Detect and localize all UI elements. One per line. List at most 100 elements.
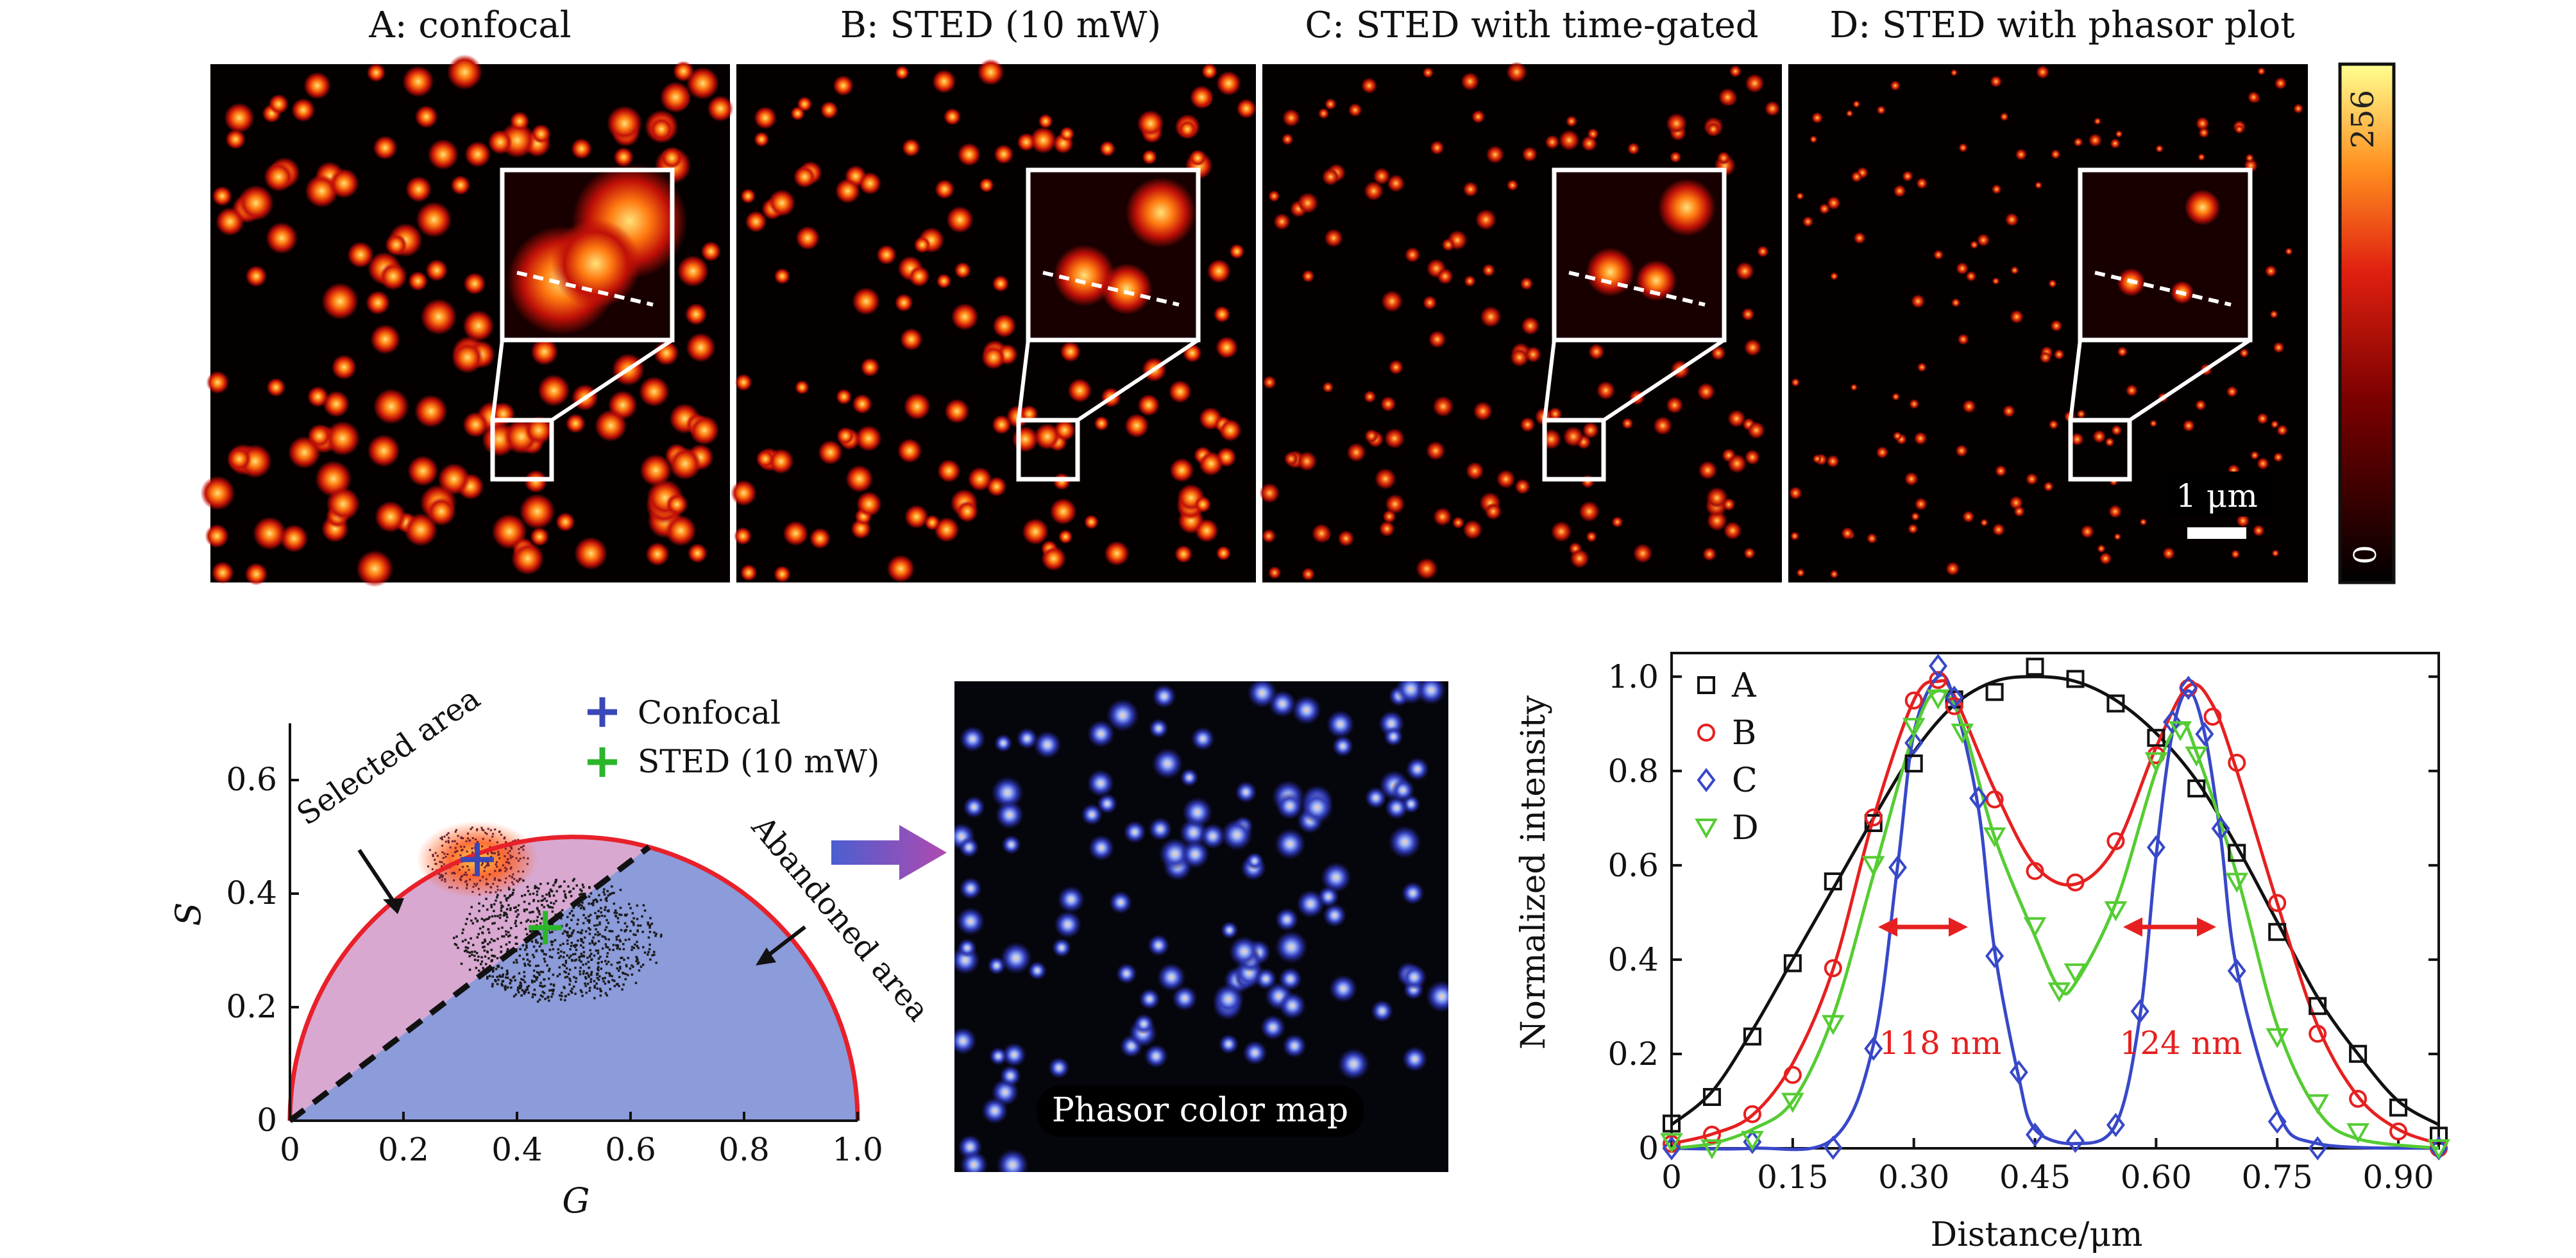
fwhm-arrow-left bbox=[1878, 917, 1968, 937]
profile-point-d bbox=[1983, 827, 2006, 847]
phasor-x-tick-label: 1.0 bbox=[832, 1131, 883, 1168]
colorbar bbox=[2338, 62, 2396, 584]
profile-point-b bbox=[1864, 808, 1883, 827]
profile-point-d bbox=[2063, 963, 2087, 983]
legend-marker-c bbox=[1697, 768, 1716, 792]
profile-curve-c bbox=[1671, 673, 2439, 1152]
inset-zoom-c bbox=[1542, 167, 1727, 482]
profile-point-b bbox=[2349, 1089, 2368, 1108]
profile-point-c bbox=[1824, 1135, 1843, 1160]
profile-point-d bbox=[1861, 856, 1885, 876]
phasor-marker-sted bbox=[529, 911, 563, 945]
profile-point-c bbox=[2211, 816, 2230, 841]
profile-y-tick-label: 1.0 bbox=[1607, 658, 1659, 695]
profile-point-a bbox=[2147, 729, 2165, 747]
microscopy-panel-a bbox=[200, 54, 734, 588]
inset-zoom-b bbox=[1016, 167, 1201, 482]
scale-bar-label: 1 μm bbox=[2176, 477, 2258, 514]
profile-x-tick-label: 0.30 bbox=[1878, 1159, 1949, 1196]
profile-point-a bbox=[2430, 1126, 2448, 1145]
profile-point-a bbox=[1743, 1027, 1761, 1046]
profile-point-d bbox=[2023, 917, 2047, 938]
phasor-y-tick-label: 0.4 bbox=[226, 874, 277, 912]
profile-point-a bbox=[1904, 754, 1923, 773]
phasor-axes: 0 0.2 0.4 0.6 0.8 1.0 0 0.2 0.4 0.6 bbox=[226, 723, 883, 1168]
profile-x-tick-label: 0.45 bbox=[1999, 1159, 2071, 1196]
profile-point-d bbox=[2047, 982, 2071, 1003]
profile-point-a bbox=[1864, 814, 1883, 833]
legend-label-sted: STED (10 mW) bbox=[638, 743, 879, 780]
legend-label-d: D bbox=[1732, 809, 1759, 847]
profile-point-b bbox=[1824, 959, 1842, 978]
fwhm-label-left: 118 nm bbox=[1879, 1024, 2002, 1062]
profile-point-b bbox=[1904, 691, 1923, 710]
legend-label-confocal: Confocal bbox=[638, 694, 781, 731]
profile-point-b bbox=[1702, 1125, 1721, 1144]
profile-point-b bbox=[2309, 1024, 2327, 1043]
phasor-x-tick-label: 0.4 bbox=[491, 1131, 543, 1168]
profile-y-tick-label: 0.6 bbox=[1607, 847, 1659, 884]
phasor-x-tick-label: 0.8 bbox=[718, 1131, 770, 1168]
profile-point-d bbox=[2225, 872, 2249, 893]
profile-point-d bbox=[2185, 746, 2208, 767]
profile-point-d bbox=[2169, 721, 2192, 742]
profile-point-a bbox=[2187, 779, 2206, 798]
profile-point-b bbox=[2026, 862, 2044, 880]
profile-point-c bbox=[2065, 1128, 2085, 1153]
panel-title-a: A: confocal bbox=[369, 4, 572, 46]
legend-label-a: A bbox=[1731, 667, 1757, 705]
phasor-color-map: Phasor color map bbox=[954, 681, 1448, 1172]
profile-point-a bbox=[2026, 658, 2044, 676]
phasor-y-tick-label: 0.6 bbox=[226, 761, 277, 798]
profile-point-b bbox=[2268, 894, 2287, 912]
annotation-selected-area: Selected area bbox=[291, 680, 487, 833]
profile-point-d bbox=[2104, 901, 2128, 922]
profile-point-c bbox=[2106, 1112, 2125, 1137]
selected-area-region bbox=[290, 837, 649, 1121]
profile-point-d bbox=[1741, 1130, 1764, 1152]
phasor-y-axis-title: S bbox=[168, 903, 208, 926]
profile-point-b bbox=[2106, 832, 2125, 851]
profile-point-a bbox=[2106, 694, 2125, 713]
profile-y-tick-label: 0.8 bbox=[1607, 752, 1659, 790]
selected-area-arrowhead bbox=[383, 898, 404, 914]
profile-x-tick-label: 0.15 bbox=[1757, 1159, 1828, 1196]
profile-point-c bbox=[1662, 1136, 1681, 1160]
fwhm-label-right: 124 nm bbox=[2120, 1024, 2242, 1062]
profile-point-c bbox=[2308, 1136, 2327, 1160]
profile-curve-a bbox=[1670, 675, 2440, 1126]
profile-y-axis-title: Normalized intensity bbox=[1514, 695, 1553, 1050]
profile-point-c bbox=[1864, 1036, 1883, 1061]
profile-point-a bbox=[2228, 844, 2246, 862]
profile-point-c bbox=[1985, 944, 2004, 969]
profile-point-c bbox=[2195, 722, 2214, 747]
divider-line bbox=[288, 844, 651, 1123]
profile-point-a bbox=[2268, 922, 2287, 941]
profile-point-d bbox=[1926, 689, 1950, 710]
profile-point-a bbox=[2389, 1098, 2408, 1117]
profile-x-tick-label: 0 bbox=[1661, 1159, 1682, 1196]
profile-point-d bbox=[1951, 724, 1974, 744]
profile-point-d bbox=[1700, 1139, 1724, 1160]
phasor-y-tick-label: 0 bbox=[257, 1101, 277, 1139]
profile-point-b bbox=[1783, 1066, 1802, 1084]
legend-marker-d bbox=[1695, 819, 1718, 839]
panel-title-d: D: STED with phasor plot bbox=[1829, 4, 2295, 46]
profile-point-d bbox=[2306, 1094, 2330, 1114]
profile-y-tick-label: 0.4 bbox=[1607, 941, 1659, 978]
legend-marker-confocal bbox=[588, 697, 617, 727]
colorbar-max-label: 256 bbox=[2345, 90, 2381, 149]
profile-point-a bbox=[2309, 997, 2327, 1016]
profile-point-d bbox=[2144, 752, 2168, 772]
profile-point-b bbox=[1945, 697, 1963, 715]
profile-point-a bbox=[1702, 1087, 1721, 1106]
microscopy-panel-c bbox=[1259, 62, 1782, 582]
profile-point-a bbox=[1783, 954, 1802, 973]
profile-point-c bbox=[1945, 685, 1964, 710]
profile-point-c bbox=[2130, 999, 2149, 1024]
profile-point-b bbox=[2066, 873, 2085, 892]
phasor-marker-confocal bbox=[461, 842, 495, 876]
phasor-plot: 0 0.2 0.4 0.6 0.8 1.0 0 0.2 0.4 0.6 Selected area… bbox=[168, 680, 936, 1221]
profile-point-d bbox=[2266, 1028, 2289, 1048]
phasor-y-tick-label: 0.2 bbox=[226, 988, 277, 1025]
